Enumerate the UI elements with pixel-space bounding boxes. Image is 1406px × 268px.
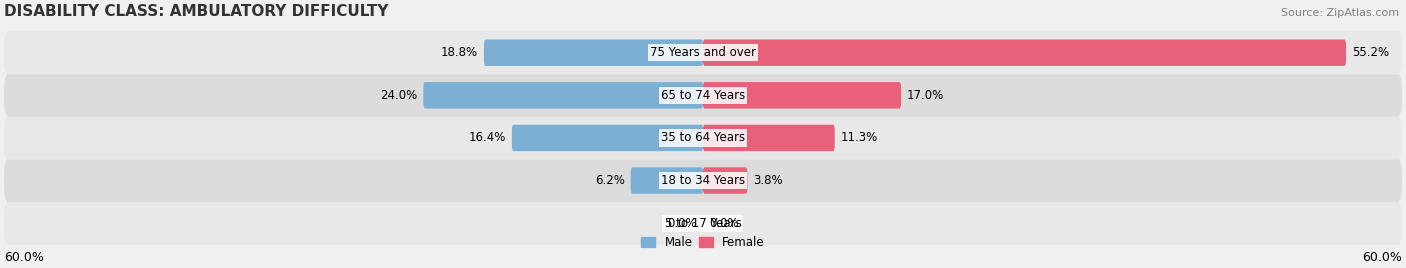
Text: 3.8%: 3.8%	[754, 174, 783, 187]
FancyBboxPatch shape	[703, 125, 835, 151]
Text: 65 to 74 Years: 65 to 74 Years	[661, 89, 745, 102]
Text: 18 to 34 Years: 18 to 34 Years	[661, 174, 745, 187]
FancyBboxPatch shape	[4, 116, 1402, 160]
Legend: Male, Female: Male, Female	[641, 236, 765, 250]
Text: 18.8%: 18.8%	[441, 46, 478, 59]
Text: 60.0%: 60.0%	[4, 251, 44, 264]
Text: 35 to 64 Years: 35 to 64 Years	[661, 131, 745, 144]
FancyBboxPatch shape	[4, 31, 1402, 75]
Text: DISABILITY CLASS: AMBULATORY DIFFICULTY: DISABILITY CLASS: AMBULATORY DIFFICULTY	[4, 3, 388, 18]
Text: 24.0%: 24.0%	[381, 89, 418, 102]
FancyBboxPatch shape	[4, 159, 1402, 202]
Text: 5 to 17 Years: 5 to 17 Years	[665, 217, 741, 230]
Text: 0.0%: 0.0%	[668, 217, 697, 230]
Text: 11.3%: 11.3%	[841, 131, 877, 144]
Text: 6.2%: 6.2%	[595, 174, 624, 187]
FancyBboxPatch shape	[512, 125, 703, 151]
Text: 60.0%: 60.0%	[1362, 251, 1402, 264]
FancyBboxPatch shape	[4, 202, 1402, 245]
Text: 16.4%: 16.4%	[468, 131, 506, 144]
FancyBboxPatch shape	[703, 167, 748, 194]
Text: 17.0%: 17.0%	[907, 89, 943, 102]
FancyBboxPatch shape	[4, 74, 1402, 117]
FancyBboxPatch shape	[703, 39, 1346, 66]
Text: 0.0%: 0.0%	[709, 217, 738, 230]
FancyBboxPatch shape	[484, 39, 703, 66]
Text: 55.2%: 55.2%	[1351, 46, 1389, 59]
Text: 75 Years and over: 75 Years and over	[650, 46, 756, 59]
FancyBboxPatch shape	[703, 82, 901, 109]
FancyBboxPatch shape	[631, 167, 703, 194]
Text: Source: ZipAtlas.com: Source: ZipAtlas.com	[1281, 8, 1399, 18]
FancyBboxPatch shape	[423, 82, 703, 109]
